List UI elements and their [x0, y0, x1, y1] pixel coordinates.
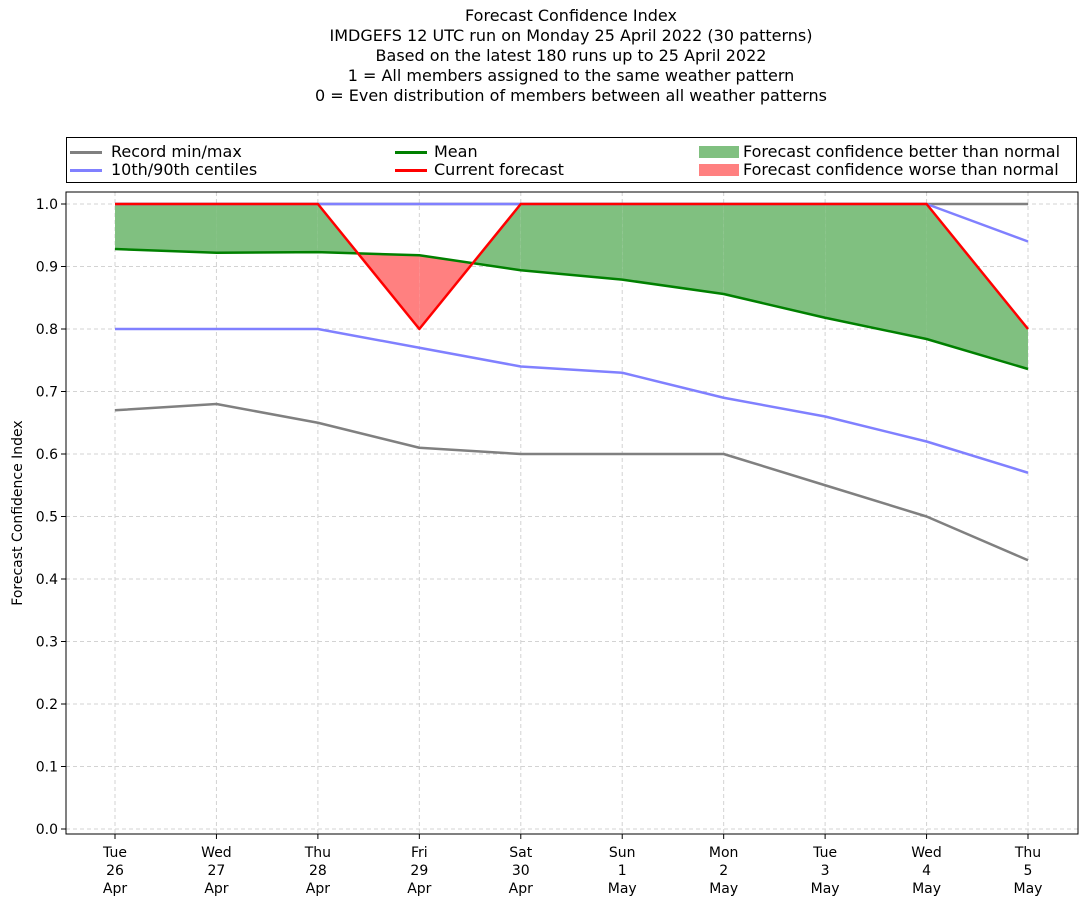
legend-label-worse: Forecast confidence worse than normal [743, 160, 1059, 179]
chart-note-one: 1 = All members assigned to the same wea… [347, 66, 795, 85]
legend-swatch-mean [395, 151, 427, 154]
legend-swatch-centiles [70, 169, 102, 172]
chart-subtitle-run: IMDGEFS 12 UTC run on Monday 25 April 20… [329, 26, 813, 45]
better-than-normal-area [520, 204, 623, 280]
y-tick-label: 0.5 [36, 510, 58, 526]
legend-swatch-current [395, 169, 427, 172]
mean-line [114, 247, 1029, 371]
better-than-normal-area [622, 204, 724, 294]
better-than-normal-area [723, 204, 826, 318]
x-tick-label: Sun 1 May [608, 845, 637, 897]
chart-title: Forecast Confidence Index [465, 6, 677, 25]
y-tick-label: 0.2 [36, 697, 58, 713]
y-tick-label: 0.4 [36, 572, 58, 588]
y-tick-label: 0.0 [36, 822, 58, 838]
confidence-fill-areas [115, 204, 1028, 369]
legend-label-record: Record min/max [111, 142, 242, 161]
legend-swatch-record [70, 151, 102, 154]
y-tick-label: 0.8 [36, 322, 58, 338]
legend-swatch-better [699, 146, 739, 158]
chart-subtitle-basis: Based on the latest 180 runs up to 25 Ap… [375, 46, 767, 65]
y-tick-label: 0.6 [36, 447, 58, 463]
legend-label-mean: Mean [434, 142, 478, 161]
centile-10th-line [115, 327, 1029, 474]
y-tick-label: 0.1 [36, 760, 58, 776]
y-axis-label: Forecast Confidence Index [10, 420, 26, 605]
y-tick-label: 0.3 [36, 635, 58, 651]
x-tick-label: Thu 5 May [1014, 845, 1043, 897]
x-tick-label: Wed 27 Apr [201, 845, 232, 897]
x-tick-label: Tue 26 Apr [102, 845, 127, 897]
axes-ticks-and-labels: 0.0 0.1 0.2 0.3 0.4 0.5 0.6 0.7 0.8 0.9 1.0 Tue 26 Ap… [36, 197, 1043, 897]
chart-legend: Record min/max 10th/90th centiles Mean C… [66, 137, 1077, 183]
plot-area-frame [65, 191, 1079, 835]
current-forecast-line [115, 202, 1029, 331]
x-tick-label: Fri 29 Apr [407, 845, 431, 897]
chart-note-zero: 0 = Even distribution of members between… [314, 86, 828, 105]
series-lines [114, 202, 1029, 562]
better-than-normal-area [926, 204, 1028, 369]
better-than-normal-area [216, 204, 318, 253]
legend-label-better: Forecast confidence better than normal [743, 142, 1061, 161]
record-min-line [114, 402, 1029, 562]
y-tick-label: 0.9 [36, 260, 58, 276]
chart-title-block: Forecast Confidence Index IMDGEFS 12 UTC… [0, 6, 1092, 106]
legend-label-centiles: 10th/90th centiles [111, 160, 258, 179]
legend-swatch-worse [699, 164, 739, 176]
legend-label-current: Current forecast [434, 160, 564, 179]
y-tick-label: 1.0 [36, 197, 58, 213]
y-tick-label: 0.7 [36, 385, 58, 401]
better-than-normal-area [825, 204, 927, 339]
x-tick-label: Tue 3 May [811, 845, 840, 897]
x-tick-label: Wed 4 May [911, 845, 942, 897]
better-than-normal-area [115, 204, 217, 253]
x-tick-label: Mon 2 May [709, 845, 739, 897]
x-tick-label: Thu 28 Apr [304, 845, 331, 897]
x-tick-label: Sat 30 Apr [509, 845, 533, 897]
